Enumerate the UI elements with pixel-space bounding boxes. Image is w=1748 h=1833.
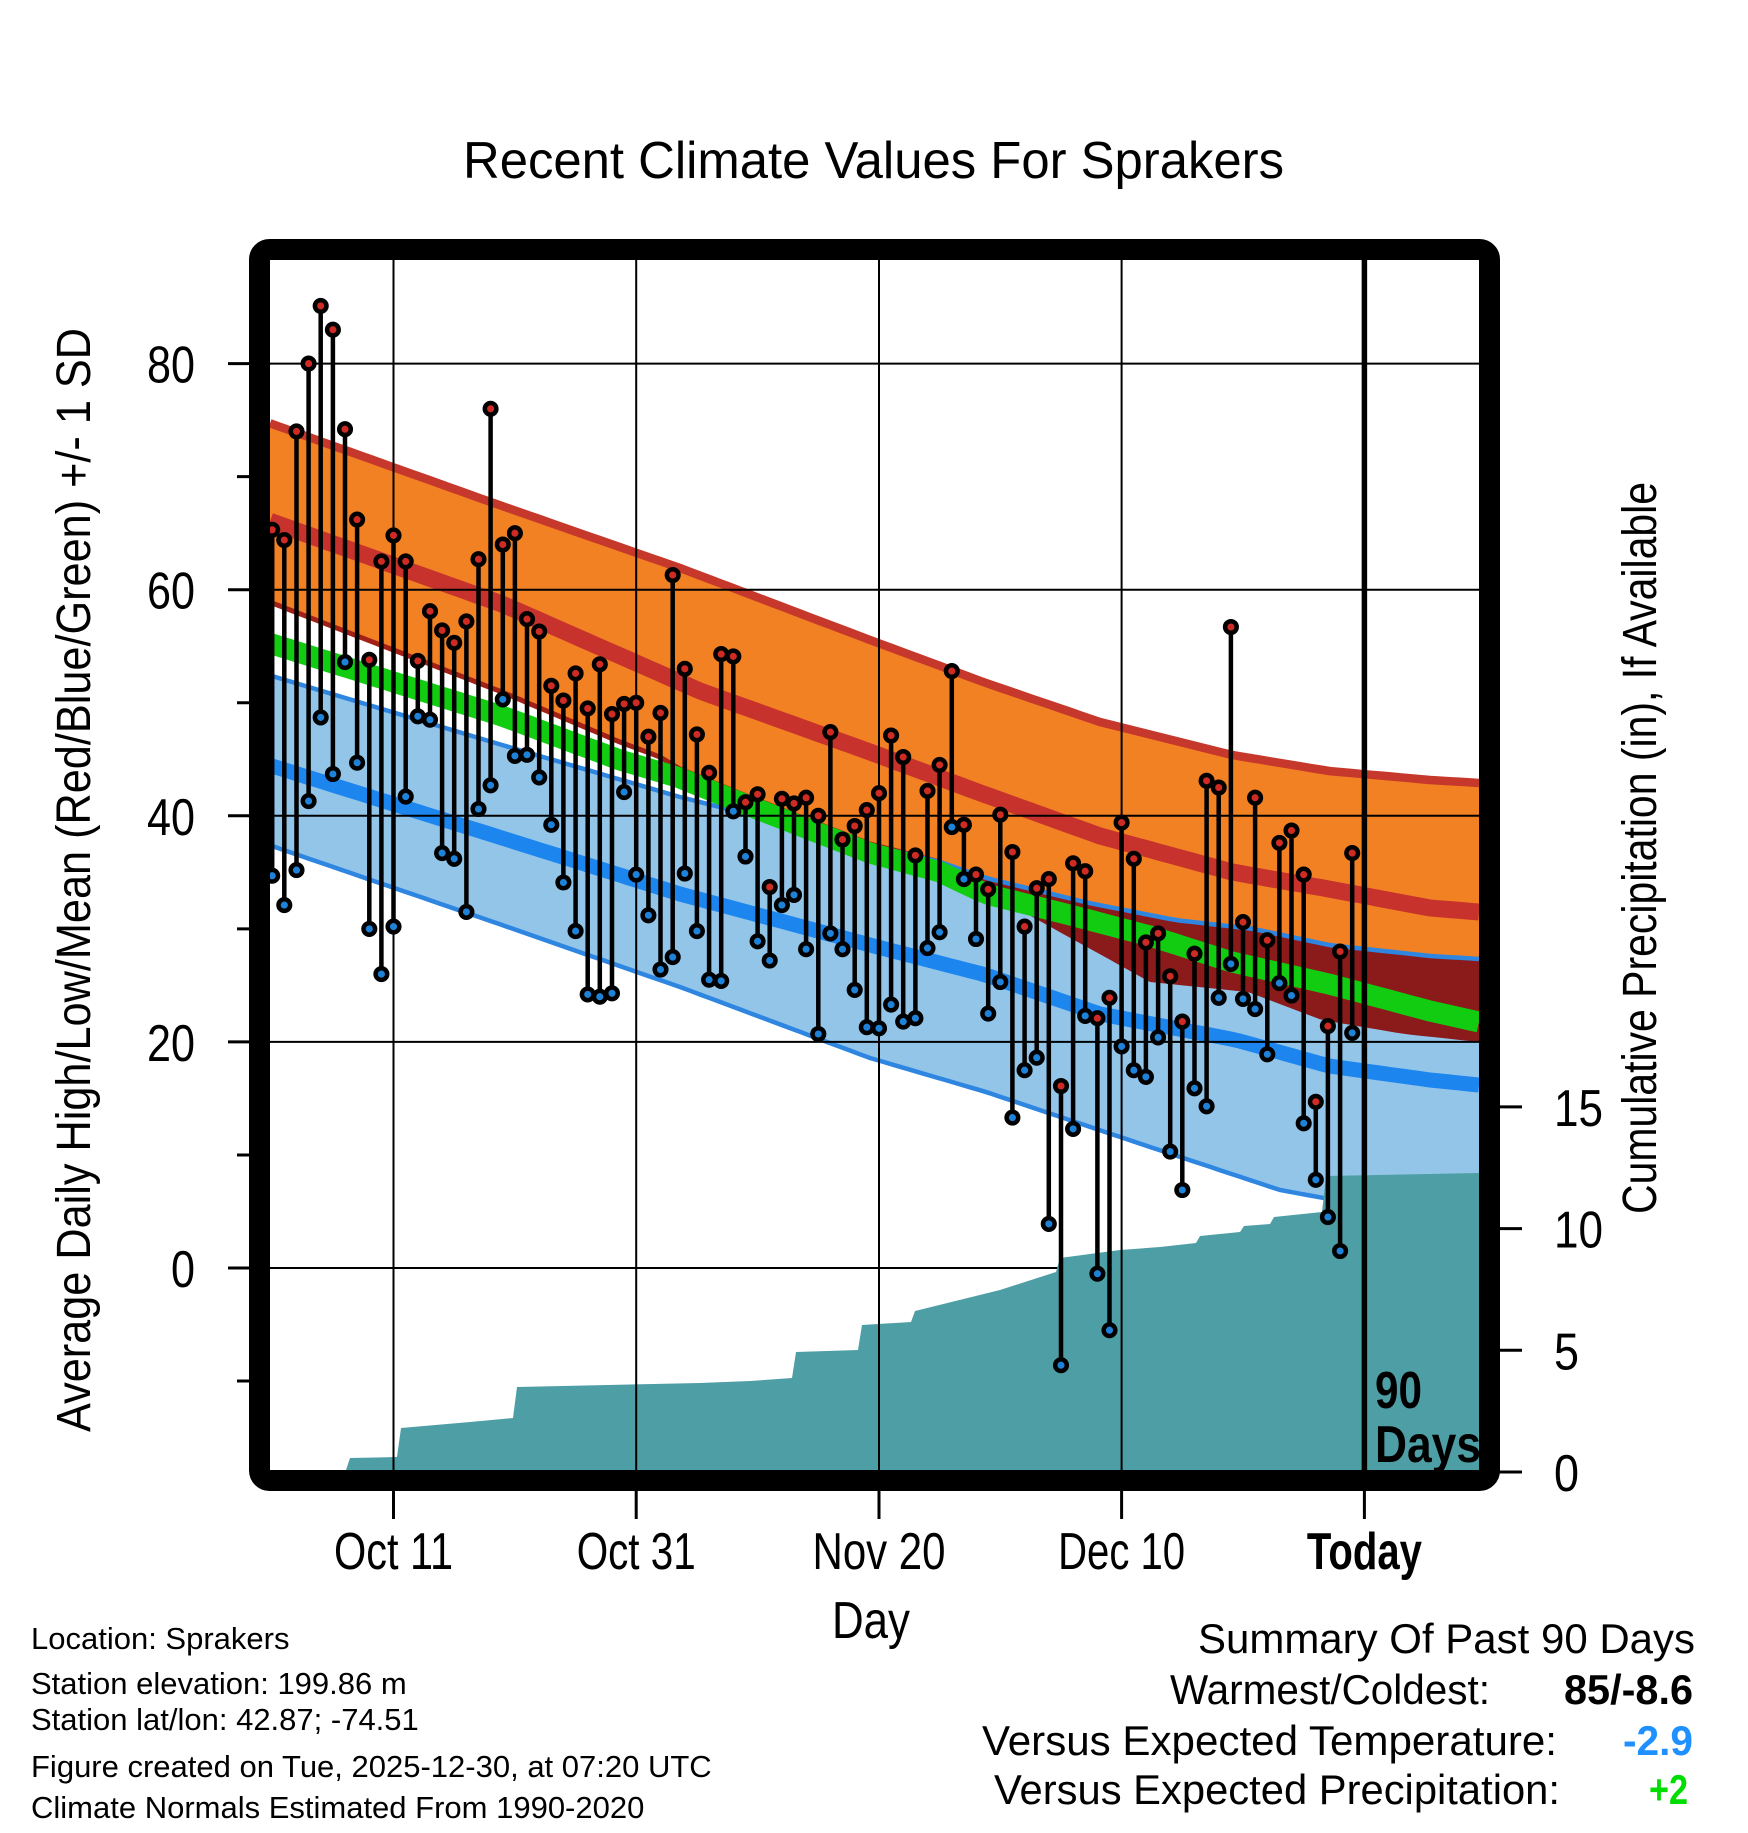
svg-text:0: 0 (171, 1241, 195, 1299)
svg-text:85/-8.6: 85/-8.6 (1564, 1666, 1693, 1713)
svg-text:Dec 10: Dec 10 (1058, 1523, 1185, 1581)
svg-text:Day: Day (832, 1592, 910, 1650)
svg-text:10: 10 (1554, 1202, 1603, 1260)
svg-text:Station elevation: 199.86 m: Station elevation: 199.86 m (31, 1666, 407, 1701)
svg-text:15: 15 (1554, 1080, 1603, 1138)
svg-text:60: 60 (147, 563, 195, 621)
svg-text:20: 20 (147, 1015, 195, 1073)
svg-text:Summary Of Past 90 Days: Summary Of Past 90 Days (1198, 1615, 1695, 1662)
svg-text:90: 90 (1375, 1362, 1422, 1420)
svg-text:Location: Sprakers: Location: Sprakers (31, 1621, 289, 1656)
svg-text:Versus Expected Temperature:: Versus Expected Temperature: (982, 1717, 1557, 1764)
svg-text:+2: +2 (1649, 1766, 1688, 1813)
svg-text:40: 40 (147, 789, 195, 847)
svg-text:0: 0 (1554, 1445, 1579, 1503)
svg-text:Climate Normals Estimated From: Climate Normals Estimated From 1990-2020 (31, 1790, 644, 1825)
svg-text:Station lat/lon: 42.87; -74.51: Station lat/lon: 42.87; -74.51 (31, 1702, 419, 1737)
svg-text:Oct 31: Oct 31 (577, 1523, 696, 1581)
svg-text:Warmest/Coldest:: Warmest/Coldest: (1170, 1666, 1490, 1713)
svg-text:Average Daily High/Low/Mean (R: Average Daily High/Low/Mean (Red/Blue/Gr… (48, 328, 101, 1432)
svg-text:Recent Climate Values For Spra: Recent Climate Values For Sprakers (463, 132, 1284, 190)
svg-text:-2.9: -2.9 (1623, 1717, 1693, 1764)
svg-text:Versus Expected Precipitation:: Versus Expected Precipitation: (994, 1766, 1560, 1813)
svg-text:Figure created on Tue, 2025-12: Figure created on Tue, 2025-12-30, at 07… (31, 1749, 712, 1784)
svg-text:Today: Today (1307, 1523, 1422, 1581)
svg-text:Cumulative Precipitation (in),: Cumulative Precipitation (in), If Availa… (1614, 482, 1667, 1214)
svg-text:80: 80 (147, 337, 195, 395)
svg-text:Oct 11: Oct 11 (334, 1523, 453, 1581)
svg-text:Nov 20: Nov 20 (813, 1523, 946, 1581)
svg-text:Days: Days (1375, 1416, 1481, 1474)
svg-text:5: 5 (1554, 1323, 1579, 1381)
